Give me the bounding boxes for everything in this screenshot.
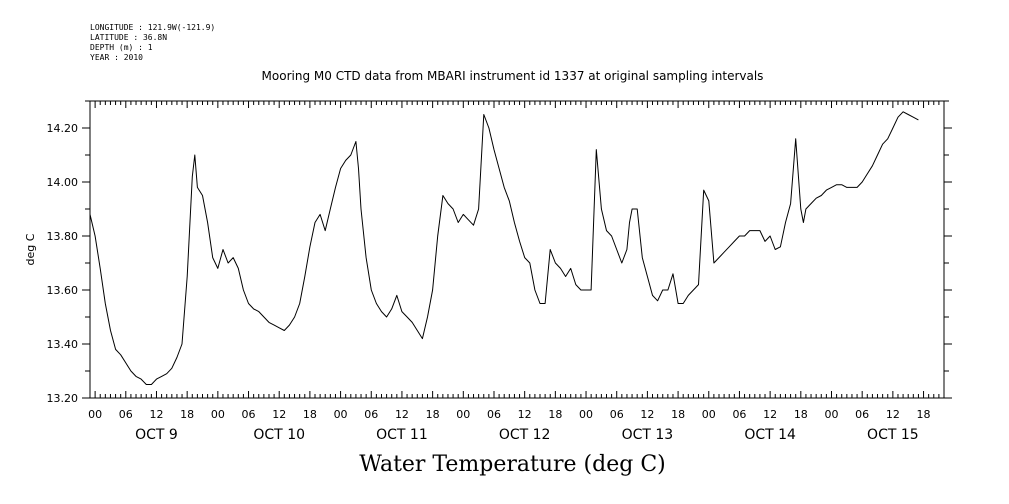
x-hour-label: 12 bbox=[395, 408, 409, 421]
x-hour-label: 12 bbox=[886, 408, 900, 421]
x-hour-label: 00 bbox=[334, 408, 348, 421]
x-axis-title-wrap: Water Temperature (deg C) bbox=[0, 452, 1009, 477]
x-hour-label: 18 bbox=[180, 408, 194, 421]
x-hour-label: 18 bbox=[548, 408, 562, 421]
x-hour-label: 00 bbox=[579, 408, 593, 421]
x-hour-label: 00 bbox=[824, 408, 838, 421]
meta-depth: DEPTH (m) : 1 bbox=[90, 43, 153, 52]
x-hour-label: 06 bbox=[364, 408, 378, 421]
x-hour-label: 06 bbox=[855, 408, 869, 421]
x-hour-label: 18 bbox=[426, 408, 440, 421]
y-tick-label: 13.20 bbox=[47, 392, 79, 405]
x-day-label: OCT 9 bbox=[135, 427, 178, 443]
temperature-series-line bbox=[89, 111, 919, 385]
y-tick-label: 13.80 bbox=[47, 230, 79, 243]
meta-longitude: LONGITUDE : 121.9W(-121.9) bbox=[90, 23, 216, 32]
x-hour-label: 12 bbox=[518, 408, 532, 421]
y-tick-label: 14.20 bbox=[47, 122, 79, 135]
chart-title-wrap: Mooring M0 CTD data from MBARI instrumen… bbox=[0, 69, 1009, 83]
y-tick-label: 13.60 bbox=[47, 284, 79, 297]
x-hour-label: 00 bbox=[456, 408, 470, 421]
x-hour-label: 06 bbox=[119, 408, 133, 421]
x-hour-label: 06 bbox=[487, 408, 501, 421]
y-tick-label: 14.00 bbox=[47, 176, 79, 189]
x-hour-label: 06 bbox=[610, 408, 624, 421]
x-hour-label: 00 bbox=[88, 408, 102, 421]
x-hour-label: 06 bbox=[242, 408, 256, 421]
x-day-label: OCT 13 bbox=[622, 427, 674, 443]
x-hour-label: 18 bbox=[794, 408, 808, 421]
x-axis-title: Water Temperature (deg C) bbox=[359, 452, 666, 477]
x-hour-label: 12 bbox=[763, 408, 777, 421]
meta-year: YEAR : 2010 bbox=[90, 53, 143, 62]
x-day-label: OCT 12 bbox=[499, 427, 551, 443]
x-day-label: OCT 11 bbox=[376, 427, 428, 443]
x-hour-label: 00 bbox=[702, 408, 716, 421]
x-hour-label: 18 bbox=[303, 408, 317, 421]
x-day-label: OCT 15 bbox=[867, 427, 919, 443]
meta-latitude: LATITUDE : 36.8N bbox=[90, 33, 168, 42]
chart-title: Mooring M0 CTD data from MBARI instrumen… bbox=[261, 69, 764, 83]
metadata-block: LONGITUDE : 121.9W(-121.9) LATITUDE : 36… bbox=[90, 23, 215, 63]
x-hour-label: 12 bbox=[149, 408, 163, 421]
y-tick-label: 13.40 bbox=[47, 338, 79, 351]
x-day-label: OCT 14 bbox=[744, 427, 796, 443]
y-axis-label: deg C bbox=[24, 233, 37, 265]
x-hour-label: 00 bbox=[211, 408, 225, 421]
x-hour-label: 06 bbox=[732, 408, 746, 421]
x-hour-label: 12 bbox=[640, 408, 654, 421]
x-hour-label: 18 bbox=[671, 408, 685, 421]
x-hour-label: 18 bbox=[917, 408, 931, 421]
plot-frame bbox=[89, 100, 945, 399]
x-day-label: OCT 10 bbox=[253, 427, 305, 443]
x-hour-label: 12 bbox=[272, 408, 286, 421]
